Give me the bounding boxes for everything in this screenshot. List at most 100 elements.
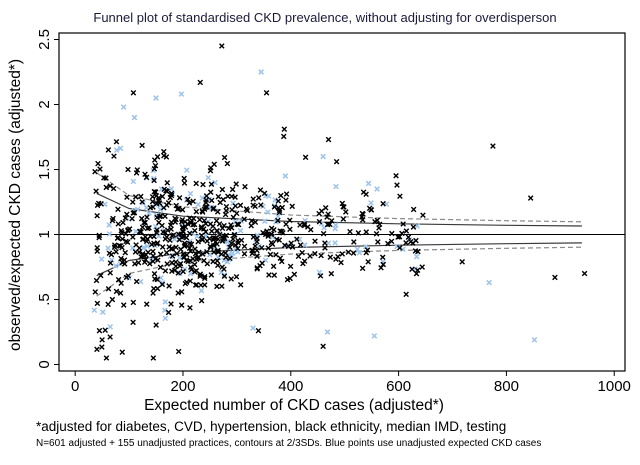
- adjusted-point: [363, 229, 370, 235]
- unadjusted-point: [362, 243, 369, 250]
- unadjusted-point: [374, 186, 380, 192]
- adjusted-point: [403, 240, 409, 246]
- adjusted-point: [207, 189, 214, 195]
- adjusted-point: [267, 251, 274, 258]
- adjusted-point: [325, 221, 331, 228]
- adjusted-point: [156, 200, 163, 206]
- adjusted-point: [173, 244, 179, 251]
- unadjusted-point: [159, 279, 166, 286]
- adjusted-point: [141, 259, 148, 265]
- unadjusted-point: [131, 114, 138, 121]
- adjusted-point: [107, 260, 114, 266]
- adjusted-point: [130, 90, 137, 96]
- adjusted-point: [527, 195, 534, 201]
- adjusted-point: [176, 195, 183, 201]
- adjusted-point: [131, 261, 138, 267]
- adjusted-point: [161, 186, 168, 193]
- adjusted-point: [183, 279, 190, 285]
- adjusted-point: [219, 225, 226, 232]
- adjusted-point: [120, 219, 126, 226]
- adjusted-point: [123, 238, 129, 245]
- adjusted-point: [199, 236, 206, 242]
- adjusted-point: [385, 240, 391, 247]
- adjusted-point: [419, 264, 425, 270]
- adjusted-point: [175, 231, 182, 238]
- adjusted-point: [265, 231, 271, 238]
- adjusted-point: [255, 194, 262, 201]
- adjusted-point: [233, 181, 239, 187]
- unadjusted-point: [117, 145, 124, 152]
- adjusted-point: [143, 301, 150, 307]
- adjusted-point: [168, 301, 174, 307]
- contour-3SD-upper: [96, 172, 582, 223]
- y-tick-label: 1.5: [36, 159, 53, 180]
- unadjusted-point: [183, 167, 190, 174]
- adjusted-point: [202, 229, 209, 235]
- adjusted-point: [188, 241, 195, 248]
- adjusted-point: [187, 248, 194, 254]
- adjusted-point: [93, 188, 99, 194]
- adjusted-point: [366, 205, 373, 212]
- x-axis: 0 200 400 600 800 1000: [71, 371, 631, 395]
- adjusted-point: [94, 300, 101, 307]
- footnote: *adjusted for diabetes, CVD, hypertensio…: [36, 419, 506, 434]
- unadjusted-point: [113, 147, 120, 154]
- adjusted-point: [107, 334, 113, 340]
- adjusted-point: [109, 217, 116, 224]
- adjusted-point: [490, 143, 496, 149]
- adjusted-point: [374, 217, 381, 224]
- adjusted-point: [213, 218, 220, 224]
- adjusted-point: [107, 270, 114, 276]
- adjusted-point: [204, 248, 210, 255]
- contour-3SD-lower: [96, 246, 582, 297]
- adjusted-point: [312, 238, 318, 244]
- adjusted-point: [355, 230, 362, 236]
- adjusted-point: [191, 261, 198, 268]
- adjusted-point: [283, 197, 289, 203]
- adjusted-point: [94, 346, 100, 353]
- adjusted-point: [139, 236, 146, 243]
- adjusted-point: [376, 225, 382, 231]
- adjusted-point: [208, 228, 215, 234]
- adjusted-point: [124, 194, 130, 201]
- adjusted-point: [380, 200, 386, 207]
- adjusted-point: [297, 242, 304, 248]
- adjusted-point: [241, 243, 248, 250]
- adjusted-point: [252, 243, 258, 249]
- adjusted-point: [325, 136, 332, 143]
- adjusted-point: [120, 302, 127, 308]
- adjusted-point: [287, 226, 293, 233]
- adjusted-point: [207, 221, 214, 227]
- adjusted-point: [324, 214, 330, 220]
- adjusted-point: [154, 241, 160, 247]
- adjusted-point: [263, 90, 270, 96]
- adjusted-point: [312, 250, 318, 257]
- adjusted-point: [138, 253, 144, 260]
- adjusted-point: [211, 242, 217, 249]
- adjusted-point: [359, 265, 366, 272]
- adjusted-point: [151, 188, 158, 195]
- adjusted-point: [270, 263, 277, 270]
- adjusted-point: [154, 227, 160, 233]
- adjusted-point: [168, 192, 175, 199]
- unadjusted-point: [198, 287, 205, 294]
- adjusted-point: [130, 234, 136, 240]
- adjusted-point: [399, 230, 405, 237]
- adjusted-point: [214, 227, 220, 234]
- adjusted-point: [92, 168, 98, 175]
- adjusted-point: [291, 271, 298, 278]
- adjusted-point: [409, 266, 415, 273]
- adjusted-point: [218, 43, 225, 49]
- adjusted-point: [233, 210, 240, 217]
- adjusted-point: [135, 259, 142, 266]
- adjusted-point: [365, 259, 371, 265]
- adjusted-point: [139, 224, 146, 231]
- adjusted-point: [99, 344, 105, 350]
- adjusted-point: [322, 245, 328, 251]
- adjusted-point: [320, 343, 326, 350]
- adjusted-point: [227, 244, 233, 250]
- adjusted-point: [130, 299, 137, 306]
- adjusted-point: [221, 273, 228, 279]
- adjusted-point: [380, 261, 387, 268]
- adjusted-point: [150, 290, 156, 296]
